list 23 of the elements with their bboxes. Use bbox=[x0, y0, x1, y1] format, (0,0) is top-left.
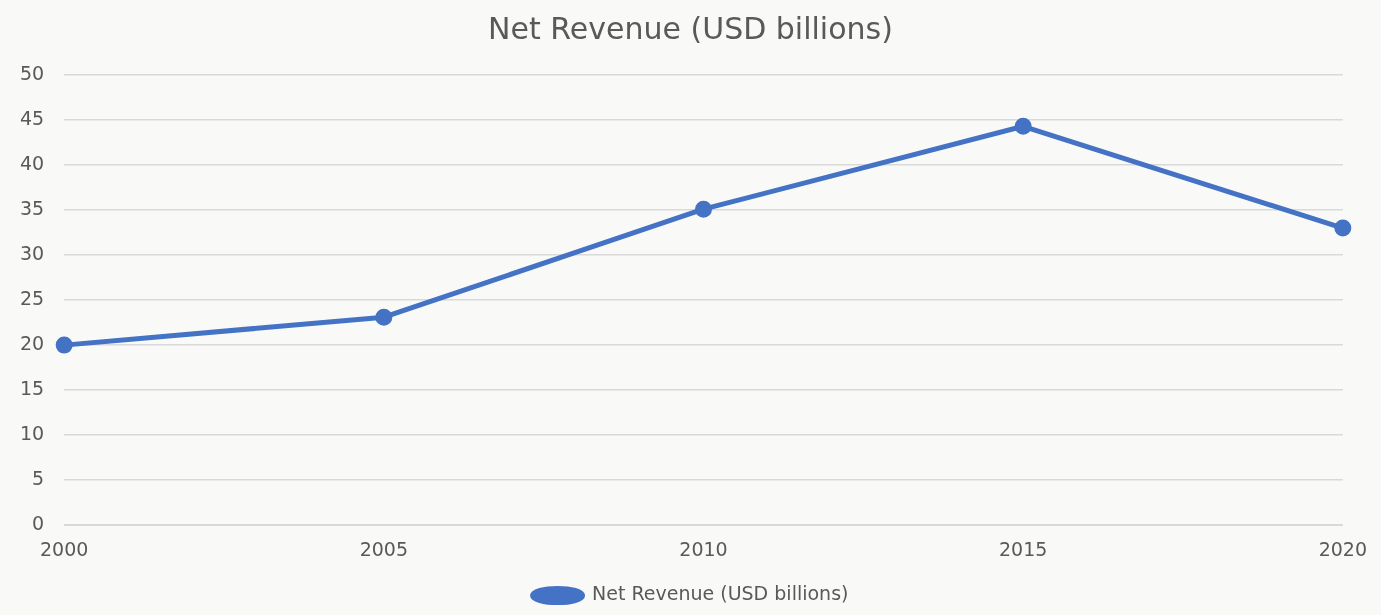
point bbox=[695, 200, 712, 218]
x-tick-label: 2005 bbox=[359, 537, 409, 560]
y-tick-label: 35 bbox=[19, 197, 45, 219]
point bbox=[1014, 117, 1032, 135]
point bbox=[375, 308, 393, 326]
point bbox=[1334, 219, 1352, 237]
x-tick-label: 2020 bbox=[1318, 537, 1367, 560]
point bbox=[55, 336, 73, 354]
y-tick-label: 20 bbox=[19, 332, 45, 355]
x-tick-label: 2015 bbox=[998, 537, 1048, 560]
legend-label: Net Revenue (USD billions) bbox=[592, 582, 849, 605]
y-tick-label: 5 bbox=[32, 467, 45, 490]
y-tick-label: 0 bbox=[32, 512, 45, 535]
y-tick-label: 30 bbox=[19, 242, 45, 265]
x-tick-label: 2010 bbox=[679, 537, 728, 560]
chart-title: Net Revenue (USD billions) bbox=[488, 10, 893, 46]
y-tick-label: 10 bbox=[19, 422, 45, 445]
y-tick-label: 25 bbox=[19, 287, 45, 310]
x-tick-label: 2000 bbox=[40, 537, 89, 560]
y-tick-label: 45 bbox=[19, 106, 45, 129]
y-tick-label: 15 bbox=[19, 377, 45, 400]
y-tick-label: 50 bbox=[19, 61, 45, 84]
y-tick-label: 40 bbox=[19, 151, 45, 174]
